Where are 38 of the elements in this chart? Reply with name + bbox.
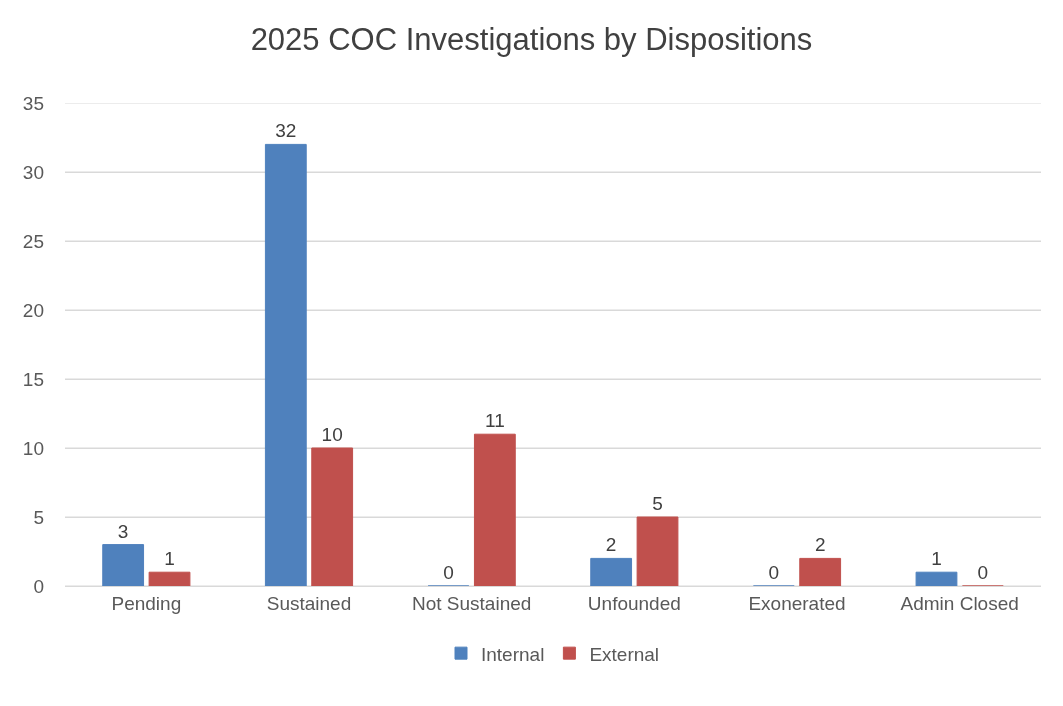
data-label: 11 (484, 410, 505, 432)
x-tick-label: Unfounded (587, 592, 681, 614)
data-label: 10 (321, 424, 343, 445)
y-tick-label: 30 (22, 161, 44, 183)
chart-title: 2025 COC Investigations by Dispositions (250, 21, 813, 57)
data-label: 0 (977, 562, 989, 583)
y-tick-label: 5 (33, 506, 44, 528)
bar (102, 544, 145, 586)
legend-label: External (589, 643, 660, 665)
data-label: 5 (652, 493, 663, 514)
y-tick-label: 25 (22, 230, 44, 252)
data-label: 2 (814, 534, 826, 556)
data-label: 1 (164, 548, 175, 570)
bar (590, 557, 633, 586)
y-tick-label: 35 (22, 92, 44, 114)
data-label: 3 (117, 520, 129, 542)
bar (311, 447, 354, 586)
bar (636, 516, 679, 586)
y-tick-label: 15 (22, 368, 44, 390)
data-label: 32 (275, 120, 297, 142)
bar (264, 143, 307, 586)
data-label: 0 (768, 562, 780, 583)
x-tick-label: Sustained (266, 592, 352, 614)
bar (915, 571, 958, 586)
x-tick-label: Not Sustained (411, 592, 532, 614)
x-tick-label: Admin Closed (900, 592, 1019, 614)
x-tick-label: Pending (111, 592, 182, 614)
bar (799, 557, 842, 586)
y-tick-label: 20 (22, 299, 44, 321)
bar (148, 571, 191, 586)
y-tick-label: 0 (33, 575, 44, 597)
y-tick-label: 10 (22, 437, 44, 459)
data-label: 0 (443, 562, 454, 583)
data-label: 2 (605, 534, 617, 556)
bar (473, 433, 516, 586)
legend-label: Internal (481, 643, 545, 665)
x-tick-label: Exonerated (748, 592, 846, 614)
data-label: 1 (931, 548, 942, 570)
